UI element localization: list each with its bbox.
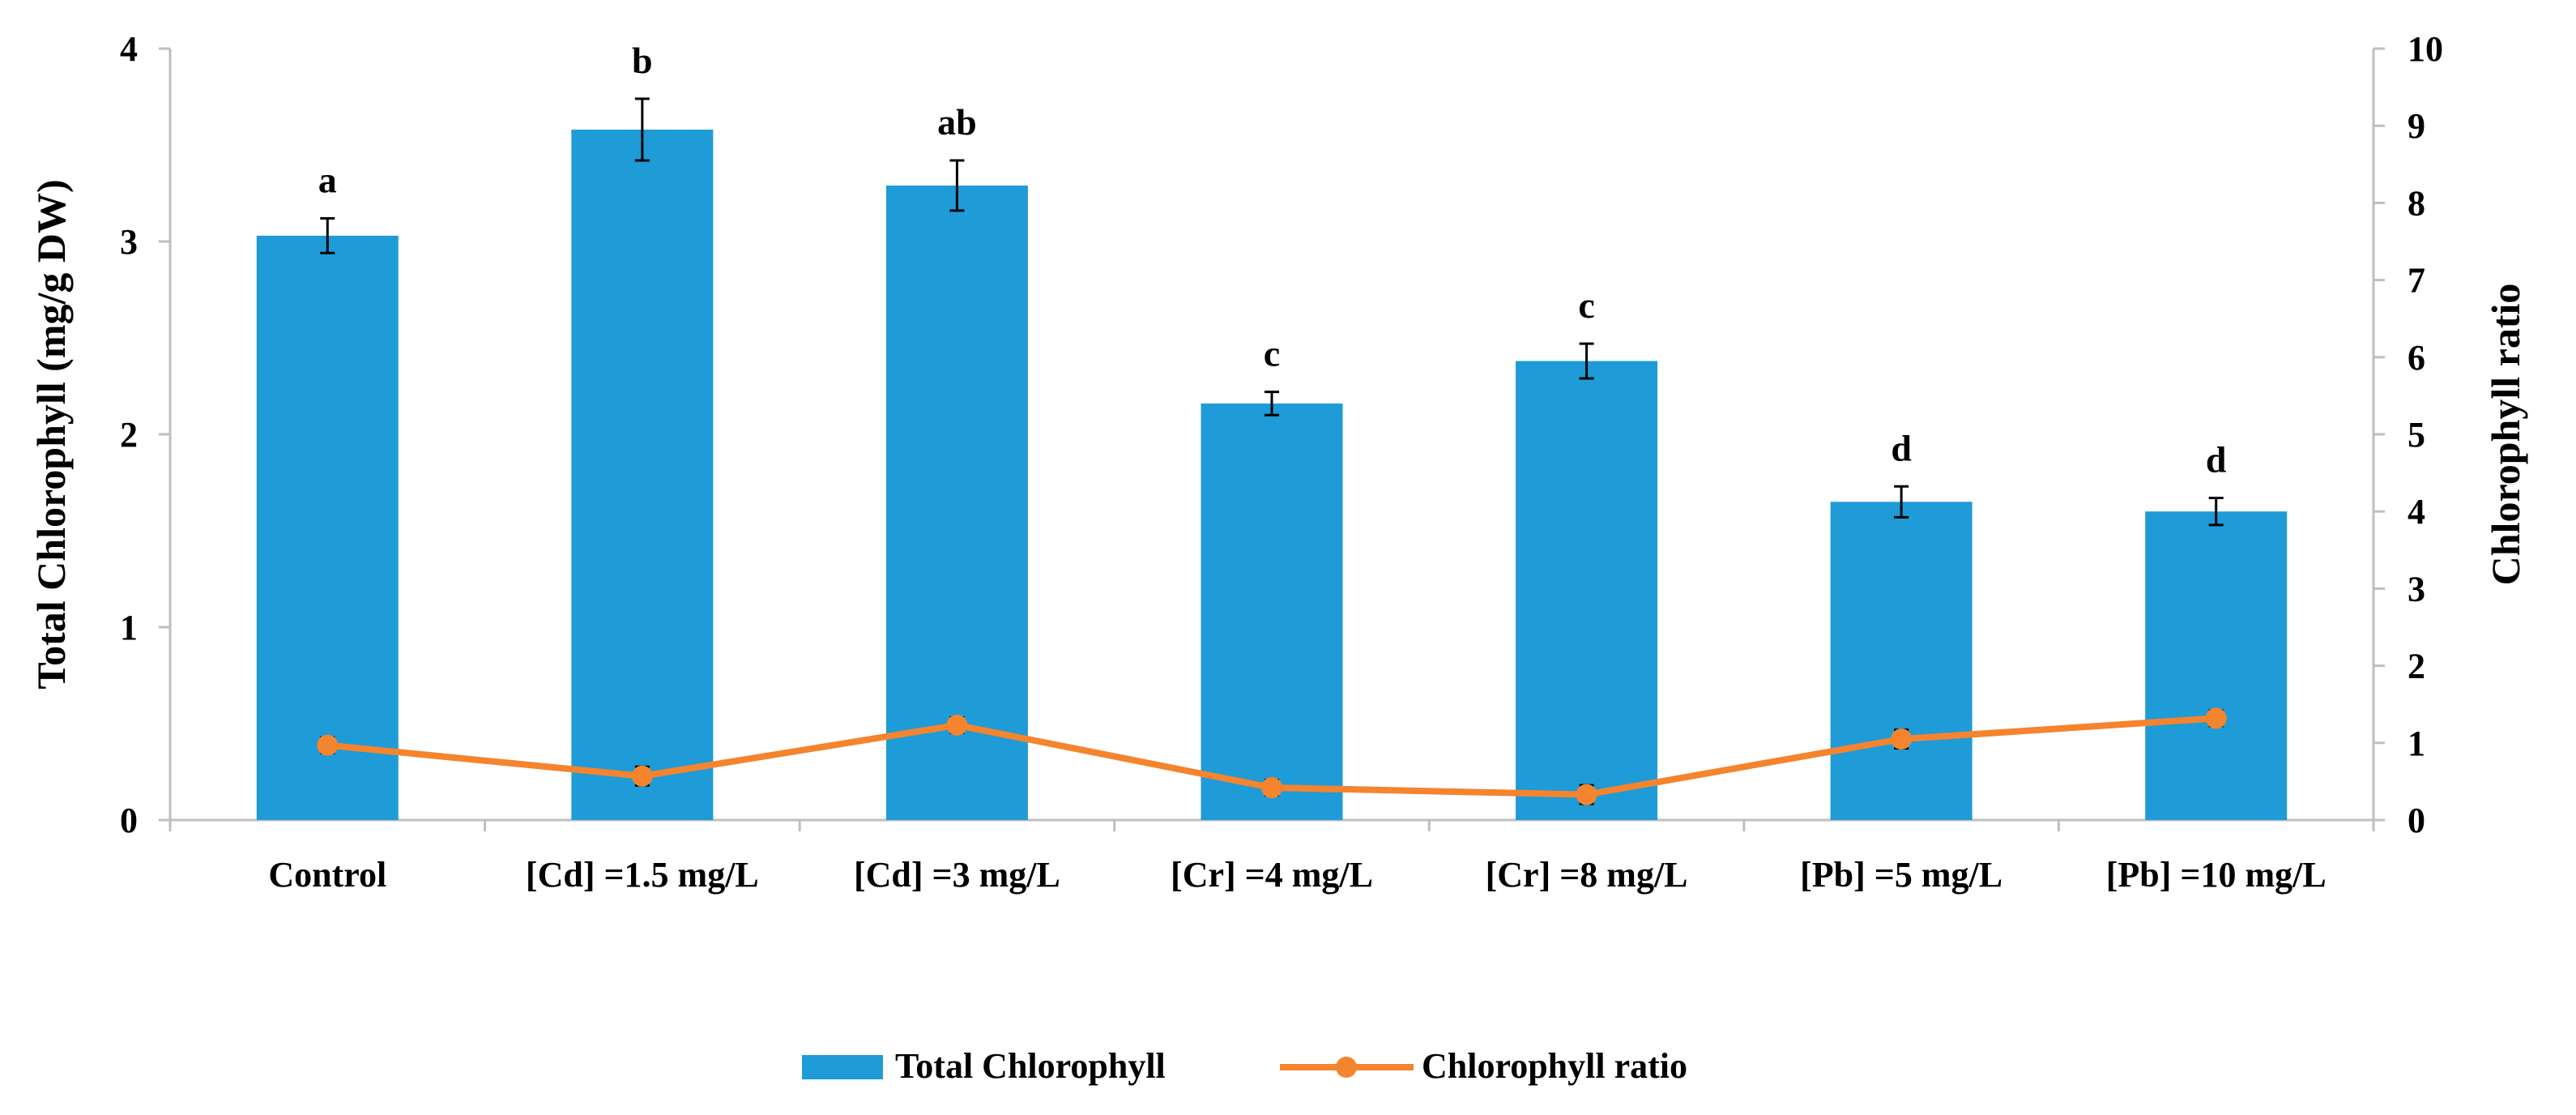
right-y-tick-label: 10: [2408, 29, 2443, 69]
axes: 0 1 2 3 4 0 1 2 3 4 5 6 7 8 9 10 Control [Cd] =1.5 mg/L [C…: [120, 29, 2443, 895]
right-y-tick-label: 2: [2408, 647, 2425, 686]
legend-swatch-total-chlorophyll: [802, 1055, 883, 1079]
significance-letter: ab: [937, 101, 977, 143]
right-y-tick-label: 6: [2408, 338, 2425, 378]
significance-letter: b: [632, 40, 653, 81]
left-y-axis-title: Total Chlorophyll (mg/g DW): [28, 179, 74, 689]
legend-label-chlorophyll-ratio: Chlorophyll ratio: [1422, 1046, 1687, 1086]
right-y-tick-label: 5: [2408, 415, 2425, 455]
left-y-tick-label: 0: [120, 801, 138, 840]
left-y-tick-label: 4: [120, 29, 138, 69]
bar-total-chlorophyll: [1516, 361, 1658, 820]
x-category-label: [Cr] =4 mg/L: [1171, 855, 1373, 895]
line-point: [1261, 777, 1282, 799]
right-y-tick-label: 8: [2408, 183, 2425, 223]
right-y-tick-label: 7: [2408, 261, 2425, 301]
bar-total-chlorophyll: [1830, 502, 1973, 820]
left-y-tick-label: 1: [120, 608, 138, 647]
line-point: [2205, 707, 2227, 729]
legend: Total Chlorophyll Chlorophyll ratio: [802, 1046, 1687, 1086]
significance-letter: c: [1578, 284, 1594, 326]
bar-total-chlorophyll: [1201, 403, 1343, 820]
left-y-tick-label: 2: [120, 415, 138, 455]
line-point: [1576, 784, 1597, 805]
right-y-axis-title: Chlorophyll ratio: [2483, 284, 2528, 586]
x-category-label: [Cr] =8 mg/L: [1486, 855, 1688, 895]
line-point: [1891, 728, 1913, 750]
x-category-label: [Pb] =10 mg/L: [2106, 855, 2327, 895]
line-point: [631, 765, 653, 787]
x-category-label: [Cd] =1.5 mg/L: [526, 855, 759, 895]
bar-total-chlorophyll: [885, 185, 1028, 821]
right-y-tick-label: 4: [2408, 492, 2425, 532]
right-y-tick-label: 9: [2408, 106, 2425, 146]
legend-label-total-chlorophyll: Total Chlorophyll: [895, 1046, 1166, 1086]
line-series: [317, 707, 2227, 805]
left-y-tick-label: 3: [120, 222, 138, 262]
bar-total-chlorophyll: [2145, 511, 2288, 820]
line-point: [317, 734, 339, 756]
line-point: [946, 714, 968, 736]
significance-letter: c: [1264, 333, 1280, 374]
right-y-tick-label: 1: [2408, 724, 2425, 763]
significance-letter: a: [318, 159, 337, 200]
x-category-label: [Pb] =5 mg/L: [1800, 855, 2002, 895]
significance-letter: d: [2206, 439, 2227, 481]
bar-total-chlorophyll: [571, 129, 714, 820]
legend-swatch-marker-chlorophyll-ratio: [1336, 1057, 1357, 1078]
right-y-tick-label: 0: [2408, 801, 2425, 840]
right-y-tick-label: 3: [2408, 569, 2425, 609]
bar-total-chlorophyll: [256, 235, 399, 820]
x-category-label: [Cd] =3 mg/L: [854, 855, 1060, 895]
significance-letter: d: [1891, 427, 1912, 468]
bars: [256, 97, 2288, 821]
x-category-label: Control: [268, 855, 386, 895]
